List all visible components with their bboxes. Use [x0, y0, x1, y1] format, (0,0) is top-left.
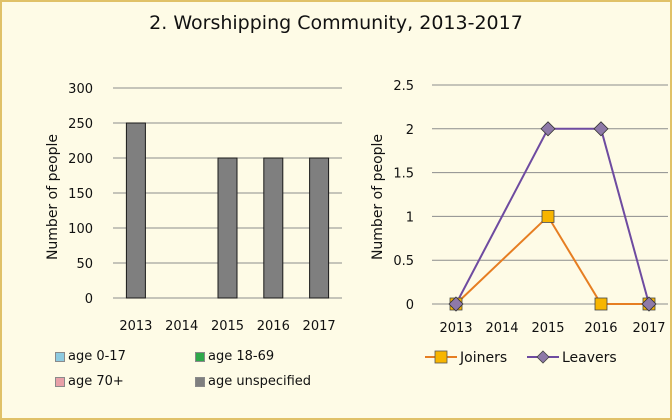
right-x-tick-label: 2017 [632, 321, 665, 336]
bar-2016 [263, 157, 284, 299]
legend-label-leavers: Leavers [562, 350, 617, 366]
line-joiners [455, 214, 649, 305]
marker-leavers [641, 296, 657, 312]
right-y-tick-labels: 0 0.5 1 1.5 2 2.5 [393, 79, 414, 313]
left-x-tick-label: 2015 [211, 319, 244, 334]
right-y-tick-label: 2 [406, 123, 414, 138]
right-markers [448, 121, 657, 312]
left-y-tick-label: 100 [68, 222, 93, 237]
legend-age-unspecified: age unspecified [195, 374, 311, 389]
legend-age-0-17: age 0-17 [55, 349, 126, 364]
right-x-tick-label: 2015 [531, 321, 564, 336]
right-lines [455, 127, 650, 305]
right-x-tick-label: 2014 [485, 321, 518, 336]
right-y-axis-label: Number of people [370, 134, 386, 260]
marker-joiners [594, 297, 608, 311]
left-y-tick-label: 200 [68, 152, 93, 167]
legend-label-age-0-17: age 0-17 [68, 349, 126, 364]
legend-leavers-marker [527, 350, 559, 364]
right-y-tick-label: 1 [406, 210, 414, 225]
marker-leavers [540, 121, 556, 137]
marker-leavers [593, 121, 609, 137]
right-y-tick-label: 2.5 [393, 79, 414, 94]
right-y-tick-label: 0 [406, 298, 414, 313]
marker-joiners [541, 209, 555, 223]
legend-label-joiners: Joiners [459, 350, 507, 366]
left-x-tick-label: 2014 [165, 319, 198, 334]
bar-2015 [217, 157, 238, 299]
right-y-tick-label: 0.5 [393, 254, 414, 269]
left-y-tick-label: 50 [76, 257, 93, 272]
legend-swatch-age-70-plus [55, 376, 65, 387]
right-x-tick-label: 2013 [439, 321, 472, 336]
legend-label-age-70-plus: age 70+ [68, 374, 124, 389]
left-y-axis-label: Number of people [45, 134, 61, 260]
legend-age-70-plus: age 70+ [55, 374, 124, 389]
legend-joiners-marker [425, 350, 457, 364]
bar-2017 [309, 157, 330, 299]
chart-title: 2. Worshipping Community, 2013-2017 [149, 12, 523, 34]
legend-swatch-age-18-69 [195, 351, 205, 362]
right-y-tick-label: 1.5 [393, 167, 414, 182]
left-y-tick-label: 0 [85, 292, 93, 307]
right-x-tick-label: 2016 [584, 321, 617, 336]
legend-label-age-18-69: age 18-69 [208, 349, 275, 364]
bar-2013 [125, 122, 146, 299]
legend-swatch-age-0-17 [55, 351, 65, 362]
left-y-tick-label: 250 [68, 117, 93, 132]
left-y-tick-label: 150 [68, 187, 93, 202]
legend-swatch-age-unspecified [195, 376, 205, 387]
right-x-tick-labels: 2013 2014 2015 2016 2017 [439, 321, 665, 336]
legend-age-18-69: age 18-69 [195, 349, 274, 364]
left-bars [125, 122, 330, 299]
line-leavers [455, 127, 650, 305]
legend-label-age-unspecified: age unspecified [208, 374, 312, 389]
left-x-tick-labels: 2013 2014 2015 2016 2017 [119, 319, 335, 334]
marker-leavers [448, 296, 464, 312]
left-x-tick-label: 2013 [119, 319, 152, 334]
left-y-tick-labels: 0 50 100 150 200 250 300 [68, 82, 93, 307]
left-y-tick-label: 300 [68, 82, 93, 97]
left-x-tick-label: 2016 [257, 319, 290, 334]
left-x-tick-label: 2017 [303, 319, 336, 334]
